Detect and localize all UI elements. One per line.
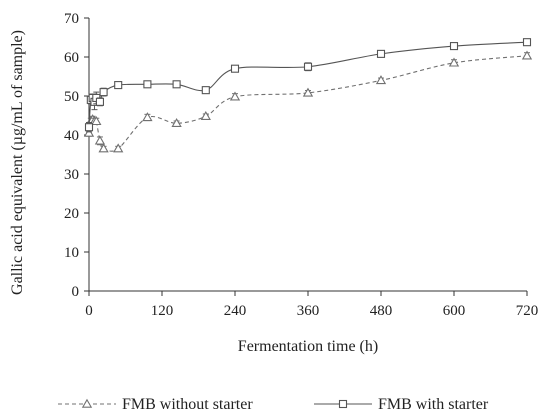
data-point [142, 112, 153, 122]
data-point [83, 127, 95, 137]
data-point [143, 80, 152, 89]
data-point [171, 117, 182, 127]
data-point [522, 38, 532, 47]
y-tick-label: 50 [64, 89, 79, 105]
data-point [521, 50, 533, 60]
x-tick-label: 240 [224, 303, 247, 319]
data-point [95, 97, 104, 106]
legend-label: FMB with starter [378, 396, 489, 413]
y-axis-title: Gallic acid equivalent (µg/mL of sample) [9, 30, 26, 295]
data-point [229, 91, 241, 101]
data-point [201, 86, 210, 95]
data-point [91, 116, 102, 126]
series-1 [83, 50, 533, 153]
x-tick-label: 600 [443, 303, 466, 319]
y-tick-label: 10 [64, 245, 79, 261]
legend-item-1: FMB without starter [58, 396, 253, 413]
y-tick-label: 20 [64, 206, 79, 222]
data-point [172, 80, 181, 89]
data-point [302, 87, 314, 97]
axes: 0 10 20 30 40 50 60 70 0 120 240 360 480 600 720 [64, 11, 538, 319]
data-point [376, 49, 386, 58]
x-tick-label: 720 [516, 303, 539, 319]
legend-marker [338, 399, 348, 409]
data-point [84, 123, 94, 132]
x-tick-label: 360 [297, 303, 320, 319]
data-point [98, 143, 109, 153]
x-tick-label: 0 [85, 303, 93, 319]
y-tick-label: 60 [64, 50, 79, 66]
data-point [449, 42, 459, 51]
data-point [113, 143, 124, 153]
x-axis-title: Fermentation time (h) [238, 338, 378, 355]
x-tick-label: 480 [370, 303, 393, 319]
y-tick-label: 40 [64, 128, 79, 144]
data-point [114, 81, 123, 90]
data-point [375, 75, 387, 85]
y-tick-label: 30 [64, 167, 79, 183]
data-point [448, 57, 460, 67]
series-line [88, 41, 528, 128]
legend: FMB without starter FMB with starter [58, 396, 489, 413]
y-tick-label: 70 [64, 11, 79, 27]
y-tick-label: 0 [72, 284, 80, 300]
data-point [200, 110, 211, 120]
legend-item-2: FMB with starter [314, 396, 489, 413]
data-point [99, 88, 108, 97]
series-2 [84, 38, 532, 133]
data-point [230, 64, 240, 73]
data-point [94, 135, 106, 145]
data-point [303, 62, 313, 71]
x-tick-label: 120 [151, 303, 174, 319]
series-layer [83, 38, 533, 153]
legend-label: FMB without starter [122, 396, 253, 413]
legend-marker [81, 398, 93, 408]
